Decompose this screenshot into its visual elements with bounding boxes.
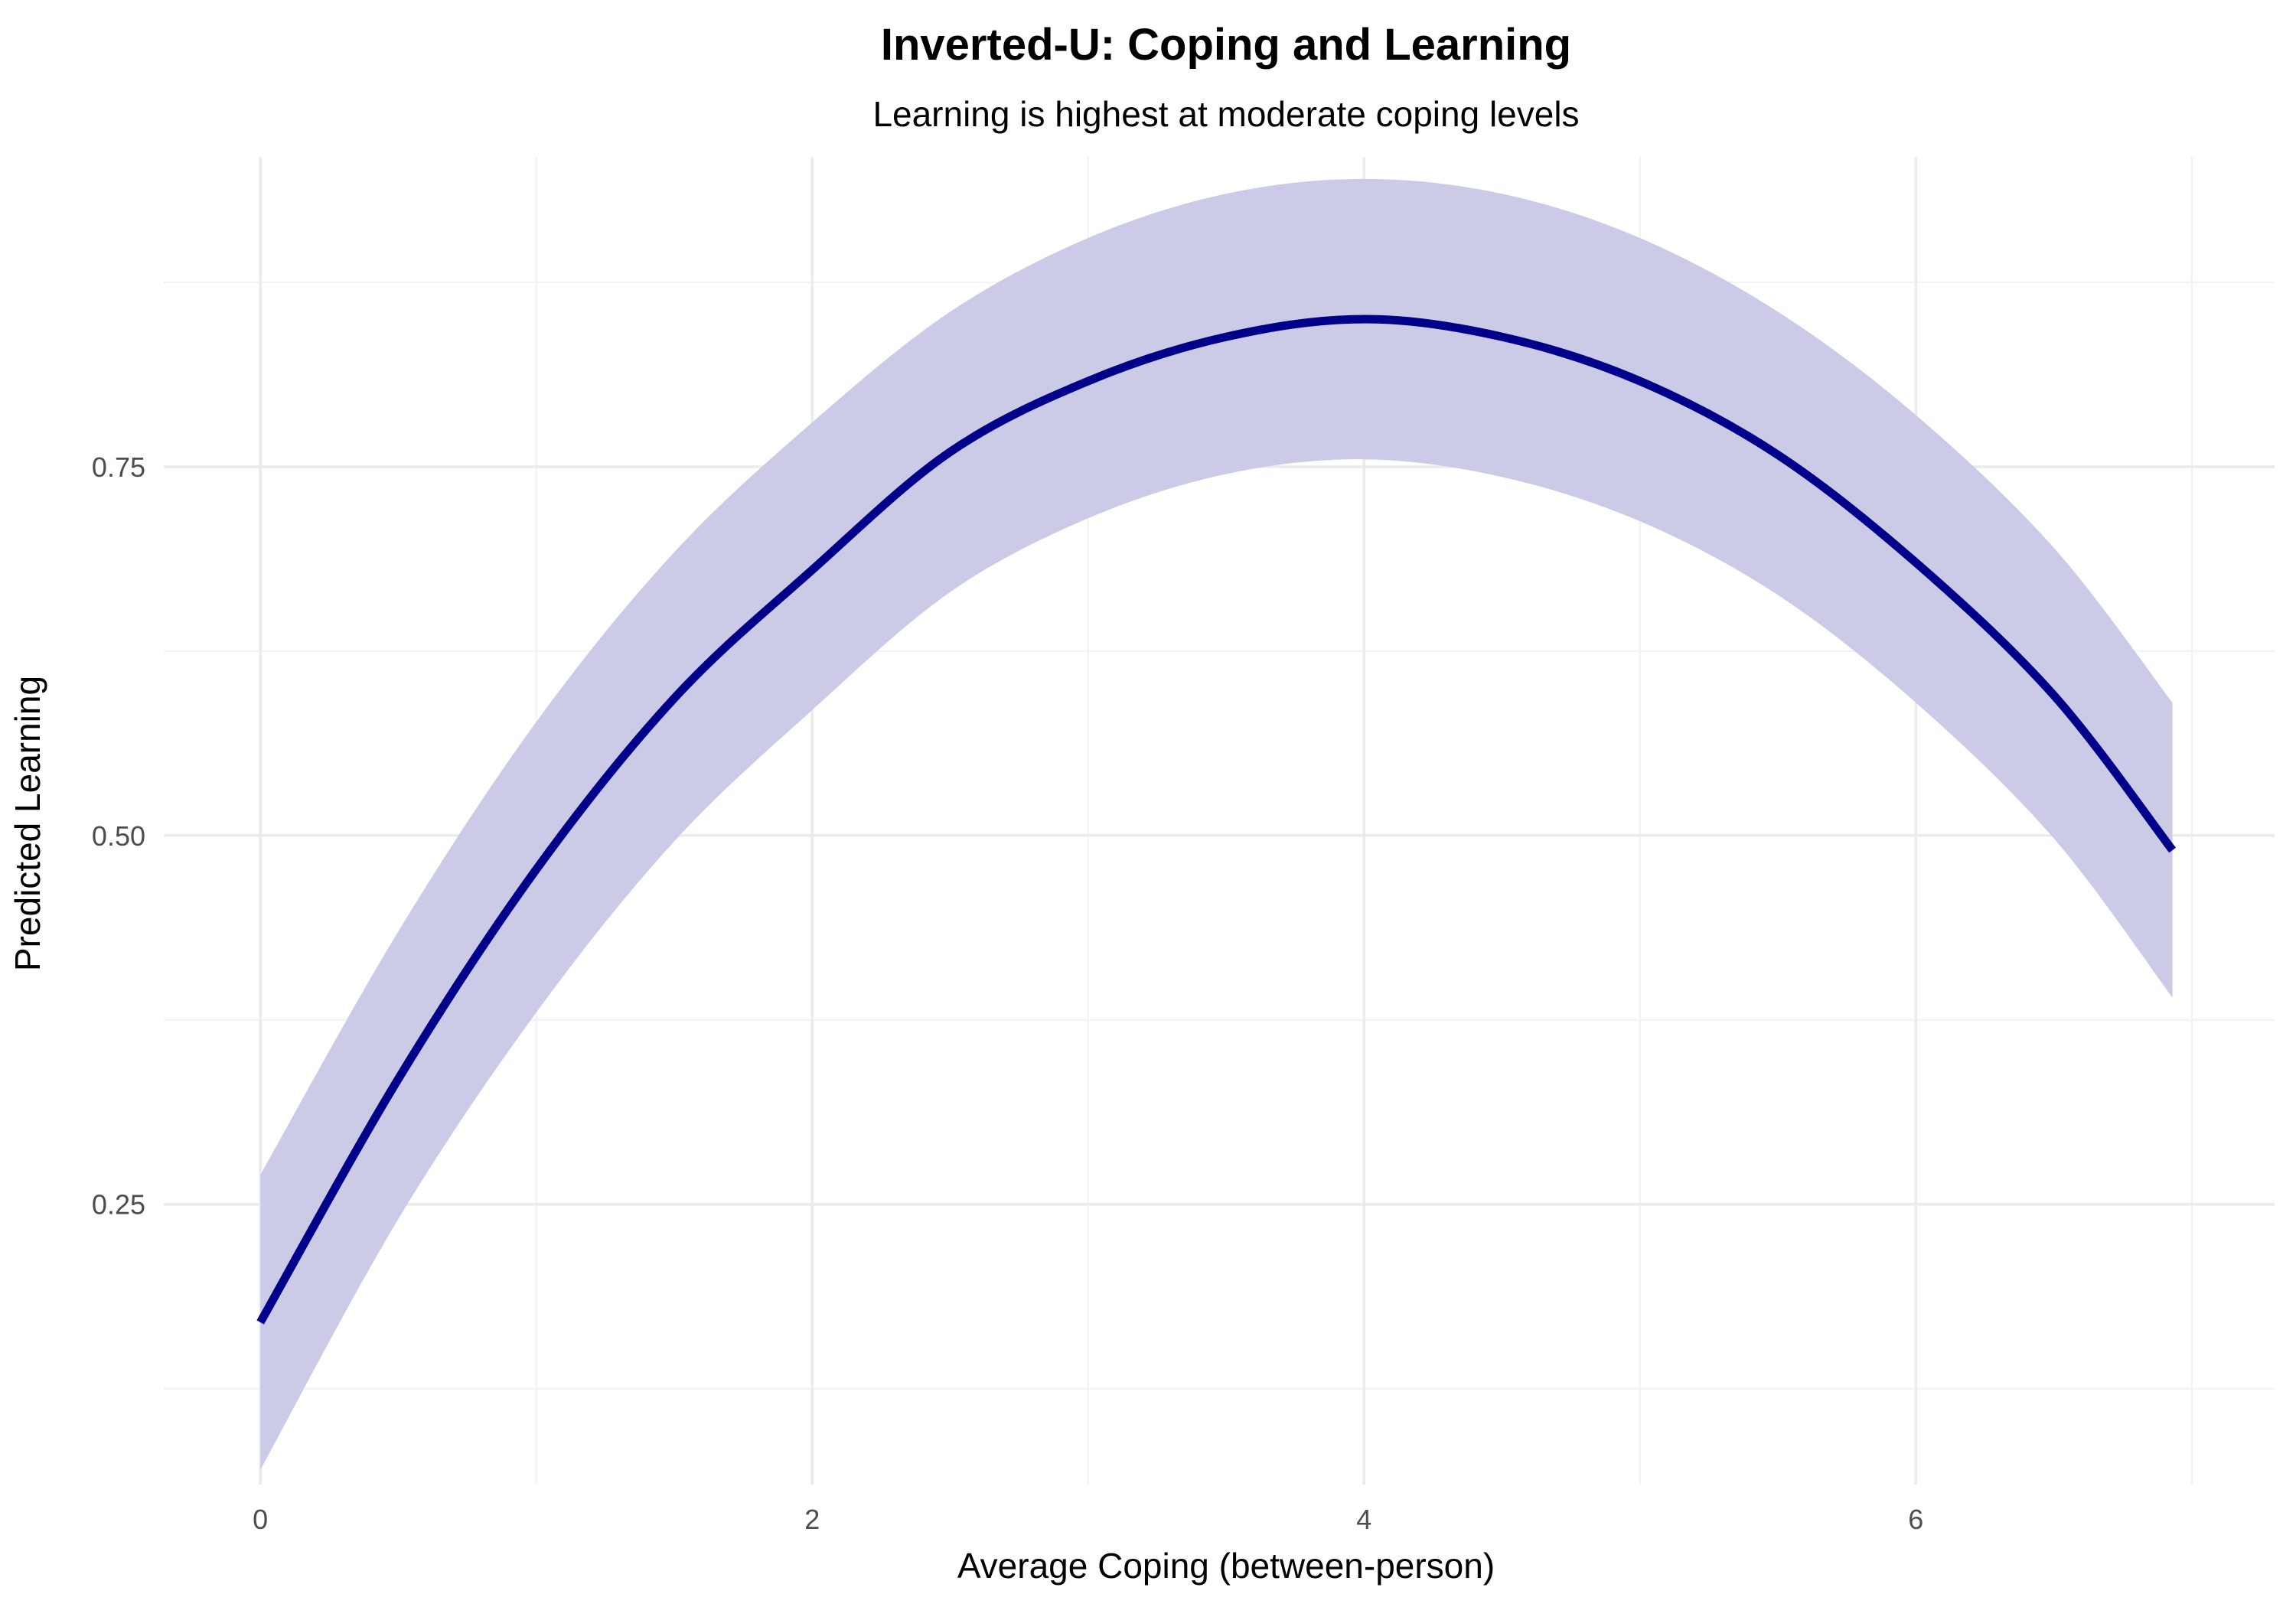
- x-axis-title: Average Coping (between-person): [957, 1546, 1495, 1586]
- y-tick-label: 0.50: [92, 820, 145, 852]
- y-axis-tick-labels: 0.25 0.50 0.75: [92, 451, 145, 1221]
- x-tick-label: 0: [253, 1504, 268, 1535]
- x-axis-tick-labels: 0 2 4 6: [253, 1504, 1923, 1535]
- confidence-ribbon: [260, 178, 2173, 1470]
- x-tick-label: 2: [804, 1504, 820, 1535]
- x-tick-label: 4: [1356, 1504, 1371, 1535]
- x-tick-label: 6: [1908, 1504, 1923, 1535]
- y-axis-title: Predicted Learning: [8, 676, 47, 971]
- y-tick-label: 0.25: [92, 1189, 145, 1221]
- predicted-learning-line: [256, 315, 2176, 1325]
- y-tick-label: 0.75: [92, 451, 145, 483]
- chart-subtitle: Learning is highest at moderate coping l…: [872, 94, 1579, 134]
- chart-title: Inverted-U: Coping and Learning: [881, 20, 1571, 70]
